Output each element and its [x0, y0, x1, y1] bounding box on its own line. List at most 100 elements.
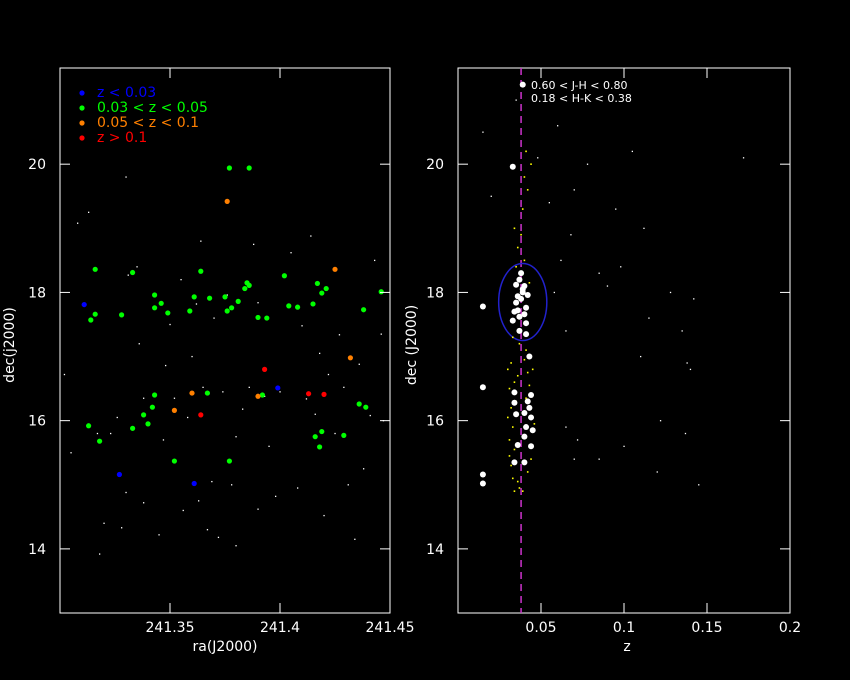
- right-yellow-point: [513, 227, 516, 230]
- left-background-point: [136, 266, 138, 268]
- left-background-point: [257, 302, 259, 304]
- right-white-point: [523, 424, 530, 431]
- right-yellow-point: [511, 336, 514, 339]
- left-x-tick-label: 241.35: [146, 620, 195, 636]
- right-background-point: [698, 484, 700, 486]
- right-white-point: [516, 276, 523, 283]
- right-white-point: [528, 443, 535, 450]
- right-background-point: [686, 362, 688, 364]
- right-yellow-point: [521, 490, 524, 492]
- left-point-series-1: [204, 390, 210, 396]
- right-yellow-point: [507, 368, 509, 371]
- right-yellow-point: [513, 381, 516, 383]
- left-background-point: [222, 391, 224, 393]
- left-background-point: [187, 416, 189, 419]
- right-white-point: [479, 471, 486, 478]
- left-background-point: [275, 495, 277, 498]
- right-yellow-point: [530, 458, 532, 460]
- right-white-point: [513, 299, 520, 306]
- left-point-series-1: [171, 458, 177, 464]
- left-background-point: [235, 436, 237, 438]
- left-background-point: [195, 303, 198, 305]
- left-background-point: [138, 343, 140, 345]
- right-background-point: [557, 125, 559, 127]
- left-background-point: [338, 334, 341, 336]
- right-white-point: [521, 459, 528, 466]
- right-background-point: [693, 298, 695, 300]
- left-background-point: [191, 355, 193, 358]
- right-yellow-point: [513, 448, 516, 451]
- left-background-point: [314, 413, 316, 415]
- left-background-point: [231, 484, 233, 486]
- left-background-point: [143, 397, 145, 399]
- right-background-point: [742, 157, 745, 159]
- left-background-point: [380, 333, 382, 335]
- right-white-point: [521, 409, 528, 416]
- left-point-series-0: [81, 301, 87, 308]
- left-background-point: [143, 502, 145, 504]
- left-point-series-1: [130, 425, 136, 431]
- left-background-point: [88, 211, 90, 213]
- left-background-point: [165, 364, 167, 367]
- left-point-series-1: [361, 307, 367, 313]
- right-yellow-point: [516, 480, 519, 483]
- left-plot-frame: [59, 67, 391, 614]
- right-x-tick-label: 0.05: [525, 620, 556, 636]
- left-background-point: [301, 325, 303, 327]
- right-white-point: [526, 353, 533, 360]
- color-cut-jh: 0.60 < J-H < 0.80: [531, 79, 628, 92]
- left-background-point: [116, 416, 118, 419]
- right-yellow-point: [523, 176, 526, 178]
- cluster-ellipse: [497, 262, 548, 342]
- right-background-point: [560, 259, 562, 262]
- right-plot-frame: [457, 67, 791, 614]
- left-point-series-2: [189, 390, 195, 396]
- left-point-series-1: [226, 458, 232, 464]
- right-white-point: [523, 304, 530, 311]
- right-background-point: [623, 445, 625, 447]
- left-background-point: [279, 391, 281, 393]
- left-background-point: [310, 235, 312, 237]
- right-white-point: [516, 327, 523, 334]
- left-point-series-1: [88, 317, 94, 323]
- left-point-series-1: [264, 315, 270, 321]
- right-background-point: [689, 368, 692, 371]
- left-point-series-1: [259, 392, 265, 398]
- left-point-series-1: [207, 295, 213, 301]
- legend-marker-1: [79, 105, 85, 111]
- right-yellow-point: [528, 384, 531, 387]
- left-point-series-1: [312, 434, 318, 440]
- left-background-point: [173, 397, 176, 399]
- left-point-series-1: [152, 292, 158, 298]
- left-background-point: [200, 240, 202, 242]
- right-yellow-point: [510, 362, 512, 364]
- left-background-point: [319, 352, 321, 355]
- right-yellow-point: [526, 471, 529, 473]
- right-yellow-point: [508, 455, 511, 457]
- right-white-point: [509, 163, 516, 170]
- left-background-point: [323, 514, 325, 517]
- right-yellow-point: [530, 163, 532, 165]
- right-yellow-point: [518, 487, 521, 489]
- right-white-point: [511, 459, 518, 466]
- left-background-point: [121, 527, 123, 529]
- right-x-tick-label: 0.1: [613, 620, 635, 636]
- right-background-point: [515, 99, 517, 101]
- right-white-point: [479, 480, 486, 487]
- right-white-point: [511, 389, 518, 396]
- right-white-point: [523, 331, 530, 338]
- left-point-series-1: [141, 412, 147, 418]
- left-point-series-1: [295, 304, 301, 310]
- left-point-series-1: [92, 266, 98, 272]
- left-background-point: [334, 432, 336, 435]
- left-y-axis-title: dec(j2000): [2, 307, 18, 383]
- left-background-point: [206, 529, 209, 531]
- left-x-tick-label: 241.45: [366, 620, 415, 636]
- right-background-point: [615, 208, 617, 210]
- left-x-axis-title: ra(J2000): [192, 639, 257, 655]
- right-white-point: [526, 404, 533, 411]
- left-background-point: [264, 395, 266, 397]
- left-background-point: [374, 259, 376, 262]
- right-y-tick-label: 16: [426, 414, 444, 430]
- left-point-series-1: [286, 303, 292, 309]
